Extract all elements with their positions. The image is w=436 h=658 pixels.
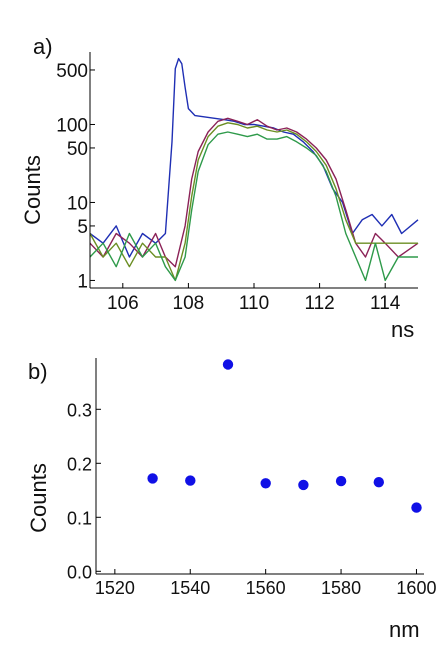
y-ticks-a: 1 5 10 50 100 500 <box>56 61 95 292</box>
y-tick-label-a-100: 100 <box>56 115 88 136</box>
data-point-b-1570 <box>298 479 309 491</box>
plot-area-a: 106 108 110 112 114 1 5 10 50 100 500 <box>56 52 419 314</box>
data-point-b-1580 <box>335 475 347 487</box>
x-tick-label-b-1520: 1520 <box>95 578 135 598</box>
series-line-a-2 <box>89 117 419 268</box>
y-axis-title-a: Counts <box>20 155 45 225</box>
y-tick-label-b-0.3: 0.3 <box>67 400 92 420</box>
points-b <box>147 359 422 513</box>
y-tick-label-b-0.2: 0.2 <box>67 454 92 474</box>
y-tick-label-a-50: 50 <box>67 139 88 160</box>
x-tick-label-a-108: 108 <box>173 293 205 314</box>
x-axis-title-a: ns <box>391 317 414 342</box>
x-tick-label-b-1560: 1560 <box>246 578 286 598</box>
x-ticks-b: 1520 1540 1560 1580 1600 <box>95 569 436 598</box>
x-tick-label-a-112: 112 <box>304 293 334 314</box>
panel-label-a: a) <box>33 34 53 59</box>
y-ticks-b: 0.0 0.1 0.2 0.3 <box>67 400 101 582</box>
y-tick-label-a-10: 10 <box>67 193 88 214</box>
data-point-b-1600 <box>411 502 422 513</box>
data-point-b-1530 <box>147 473 158 484</box>
data-point-b-1550 <box>222 359 234 370</box>
x-tick-label-a-106: 106 <box>107 293 139 314</box>
series-line-a-4 <box>89 131 418 282</box>
data-point-b-1590 <box>373 477 384 488</box>
data-point-b-1540 <box>185 475 196 486</box>
data-point-b-1560 <box>260 478 271 489</box>
x-axis-title-b: nm <box>389 617 420 642</box>
y-tick-label-a-5: 5 <box>77 217 88 238</box>
plot-area-b: 1520 1540 1560 1580 1600 0.0 0.1 0.2 0.3 <box>67 358 436 598</box>
x-ticks-a: 106 108 110 112 114 <box>107 283 401 314</box>
x-tick-label-b-1540: 1540 <box>170 578 210 598</box>
x-tick-label-b-1580: 1580 <box>321 578 361 598</box>
chart-b: b) 1520 1540 1560 1580 1600 0.0 0.1 0.2 0.3 Cou… <box>26 358 436 642</box>
y-tick-label-a-500: 500 <box>56 61 88 82</box>
y-tick-label-b-0.0: 0.0 <box>67 562 92 582</box>
series-line-a-3 <box>89 122 418 282</box>
x-tick-label-a-114: 114 <box>370 293 401 314</box>
series-line-a-1 <box>89 57 419 258</box>
panel-label-b: b) <box>28 359 48 384</box>
y-tick-label-b-0.1: 0.1 <box>67 508 92 528</box>
series-group-a <box>89 57 419 282</box>
y-axis-title-b: Counts <box>26 463 51 533</box>
x-tick-label-a-110: 110 <box>239 293 269 314</box>
y-tick-label-a-1: 1 <box>77 271 88 292</box>
chart-a: a) 106 108 110 112 114 1 5 10 50 100 500 Counts n… <box>20 34 419 342</box>
x-tick-label-b-1600: 1600 <box>396 578 436 598</box>
